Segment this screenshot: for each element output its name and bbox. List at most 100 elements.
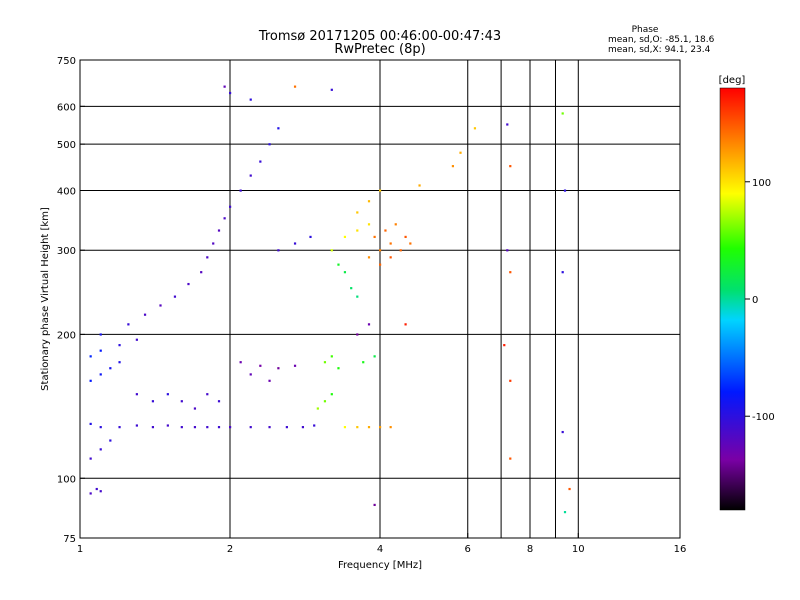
data-point bbox=[118, 344, 121, 347]
data-point bbox=[223, 85, 226, 88]
y-axis-label: Stationary phase Virtual Height [km] bbox=[40, 207, 51, 391]
data-point bbox=[313, 424, 316, 427]
data-point bbox=[330, 249, 333, 252]
y-tick-label: 300 bbox=[57, 246, 76, 257]
data-point bbox=[343, 426, 347, 429]
x-tick-label: 2 bbox=[227, 544, 233, 555]
data-points bbox=[89, 85, 571, 514]
data-point bbox=[343, 235, 347, 239]
data-point bbox=[259, 364, 262, 367]
data-point bbox=[180, 400, 183, 403]
data-point bbox=[373, 503, 376, 507]
data-point bbox=[193, 426, 197, 429]
data-point bbox=[89, 492, 92, 495]
x-tick-label: 6 bbox=[465, 544, 471, 555]
data-point bbox=[337, 263, 340, 266]
data-point bbox=[166, 424, 169, 427]
data-point bbox=[249, 98, 252, 101]
data-point bbox=[249, 373, 252, 376]
chart-title: Tromsø 20171205 00:46:00-00:47:43 bbox=[258, 29, 501, 44]
data-point bbox=[229, 426, 232, 429]
data-point bbox=[239, 189, 242, 192]
x-tick-label: 10 bbox=[572, 544, 585, 555]
colorbar-ticks: 100 0 -100 bbox=[745, 178, 775, 423]
data-point bbox=[99, 349, 102, 352]
data-point bbox=[379, 426, 382, 429]
data-point bbox=[367, 323, 371, 326]
data-point bbox=[367, 256, 371, 259]
data-point bbox=[143, 313, 147, 316]
data-point bbox=[379, 263, 382, 266]
y-tick-label: 75 bbox=[63, 534, 76, 545]
data-point bbox=[229, 91, 232, 95]
data-point bbox=[367, 200, 371, 203]
y-tick-label: 750 bbox=[57, 56, 76, 67]
y-tick-label: 500 bbox=[57, 140, 76, 151]
data-point bbox=[506, 123, 509, 126]
data-point bbox=[356, 229, 359, 232]
data-point bbox=[285, 426, 288, 429]
data-point bbox=[316, 407, 319, 410]
data-point bbox=[350, 287, 353, 290]
colorbar-tick-label: -100 bbox=[752, 412, 775, 423]
data-point bbox=[362, 361, 365, 364]
data-point bbox=[389, 256, 392, 259]
data-point bbox=[379, 189, 382, 192]
data-point bbox=[404, 235, 407, 239]
data-point bbox=[268, 379, 271, 382]
data-point bbox=[399, 249, 402, 252]
data-point bbox=[418, 184, 421, 187]
data-point bbox=[99, 373, 102, 376]
x-tick-label: 4 bbox=[377, 544, 383, 555]
data-point bbox=[135, 424, 138, 427]
data-point bbox=[293, 242, 297, 245]
data-point bbox=[99, 333, 102, 336]
data-point bbox=[509, 271, 512, 274]
stats-title: Phase bbox=[632, 25, 659, 35]
data-point bbox=[379, 249, 382, 252]
data-point bbox=[259, 160, 262, 163]
colorbar-tick-label: 100 bbox=[752, 178, 771, 189]
data-point bbox=[451, 165, 455, 168]
x-axis-label: Frequency [MHz] bbox=[338, 560, 422, 571]
y-tick-label: 400 bbox=[57, 186, 76, 197]
data-point bbox=[459, 151, 462, 154]
data-point bbox=[356, 211, 359, 214]
data-point bbox=[173, 295, 177, 298]
data-point bbox=[89, 379, 92, 382]
data-point bbox=[409, 242, 412, 245]
data-point bbox=[249, 426, 252, 429]
data-point bbox=[337, 367, 340, 370]
data-point bbox=[99, 426, 102, 429]
data-point bbox=[159, 304, 162, 307]
data-point bbox=[223, 217, 226, 220]
data-point bbox=[89, 457, 92, 460]
data-point bbox=[229, 205, 232, 208]
data-point bbox=[135, 338, 138, 341]
data-point bbox=[293, 85, 297, 88]
x-tick-label: 16 bbox=[674, 544, 687, 555]
data-point bbox=[277, 249, 280, 252]
data-point bbox=[249, 174, 252, 177]
data-point bbox=[301, 426, 305, 429]
data-point bbox=[268, 143, 271, 146]
data-point bbox=[384, 229, 387, 232]
x-tick-label: 1 bbox=[77, 544, 83, 555]
data-point bbox=[217, 229, 221, 232]
data-point bbox=[118, 361, 121, 364]
x-axis-ticks: 1 2 4 6 8 10 16 bbox=[77, 533, 687, 555]
data-point bbox=[206, 426, 209, 429]
x-tick-label: 8 bbox=[527, 544, 533, 555]
data-point bbox=[356, 295, 359, 298]
data-point bbox=[373, 355, 376, 358]
y-tick-label: 600 bbox=[57, 102, 76, 113]
data-point bbox=[330, 393, 333, 396]
data-point bbox=[135, 393, 138, 396]
data-point bbox=[166, 393, 169, 396]
colorbar bbox=[719, 87, 746, 511]
data-point bbox=[268, 426, 271, 429]
data-point bbox=[151, 426, 155, 429]
data-point bbox=[323, 361, 327, 364]
data-point bbox=[212, 242, 215, 245]
